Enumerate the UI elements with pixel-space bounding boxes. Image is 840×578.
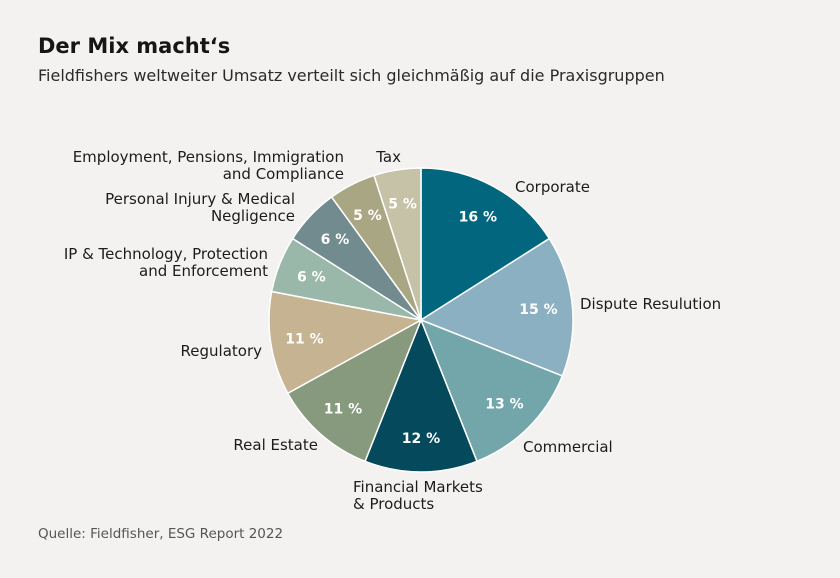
pie-category-label-personal-injury-medical-negligence: Personal Injury & Medical Negligence [105,190,295,225]
pie-category-label-corporate: Corporate [515,178,590,196]
pie-slice-commercial [419,318,564,463]
pie-value-label-real-estate: 11 % [324,402,362,418]
pie-slice-dispute-resulution [419,237,574,377]
pie-value-label-corporate: 16 % [459,210,497,226]
pie-category-label-employment-pensions-immigration-and-compliance: Employment, Pensions, Immigration and Com… [73,148,344,183]
pie-value-labels: 16 %15 %13 %12 %11 %11 %6 %6 %5 %5 % [285,196,557,447]
pie-value-label-employment-pensions-immigration-and-compliance: 5 % [353,208,382,224]
pie-slices [268,167,574,473]
pie-category-label-ip-technology-protection-and-enforcement: IP & Technology, Protection and Enforceme… [64,245,268,280]
pie-value-label-dispute-resulution: 15 % [519,302,557,318]
pie-value-label-financial-markets-products: 12 % [402,431,440,447]
pie-value-label-personal-injury-medical-negligence: 6 % [321,232,350,248]
pie-category-label-regulatory: Regulatory [181,342,263,360]
pie-slice-tax [373,167,422,321]
pie-category-label-dispute-resulution: Dispute Resulution [580,295,721,313]
pie-category-labels: Corporate Dispute Resulution Commercial Fin… [64,148,721,513]
pie-category-label-financial-markets-products: Financial Markets & Products [353,478,483,513]
pie-slice-financial-markets-products [364,317,478,473]
pie-category-label-commercial: Commercial [523,438,613,456]
pie-category-label-real-estate: Real Estate [233,436,318,454]
pie-slice-real-estate [286,318,423,463]
pie-category-label-tax: Tax [375,148,401,166]
page-title: Der Mix macht‘s [38,34,231,58]
page-subtitle: Fieldfishers weltweiter Umsatz verteilt … [38,66,665,85]
pie-value-label-tax: 5 % [388,196,417,212]
pie-slice-corporate [420,167,551,322]
pie-value-label-regulatory: 11 % [285,331,323,347]
source-note: Quelle: Fieldfisher, ESG Report 2022 [38,526,284,542]
pie-value-label-commercial: 13 % [485,396,523,412]
pie-slice-regulatory [268,290,424,395]
pie-value-label-ip-technology-protection-and-enforcement: 6 % [297,270,326,286]
